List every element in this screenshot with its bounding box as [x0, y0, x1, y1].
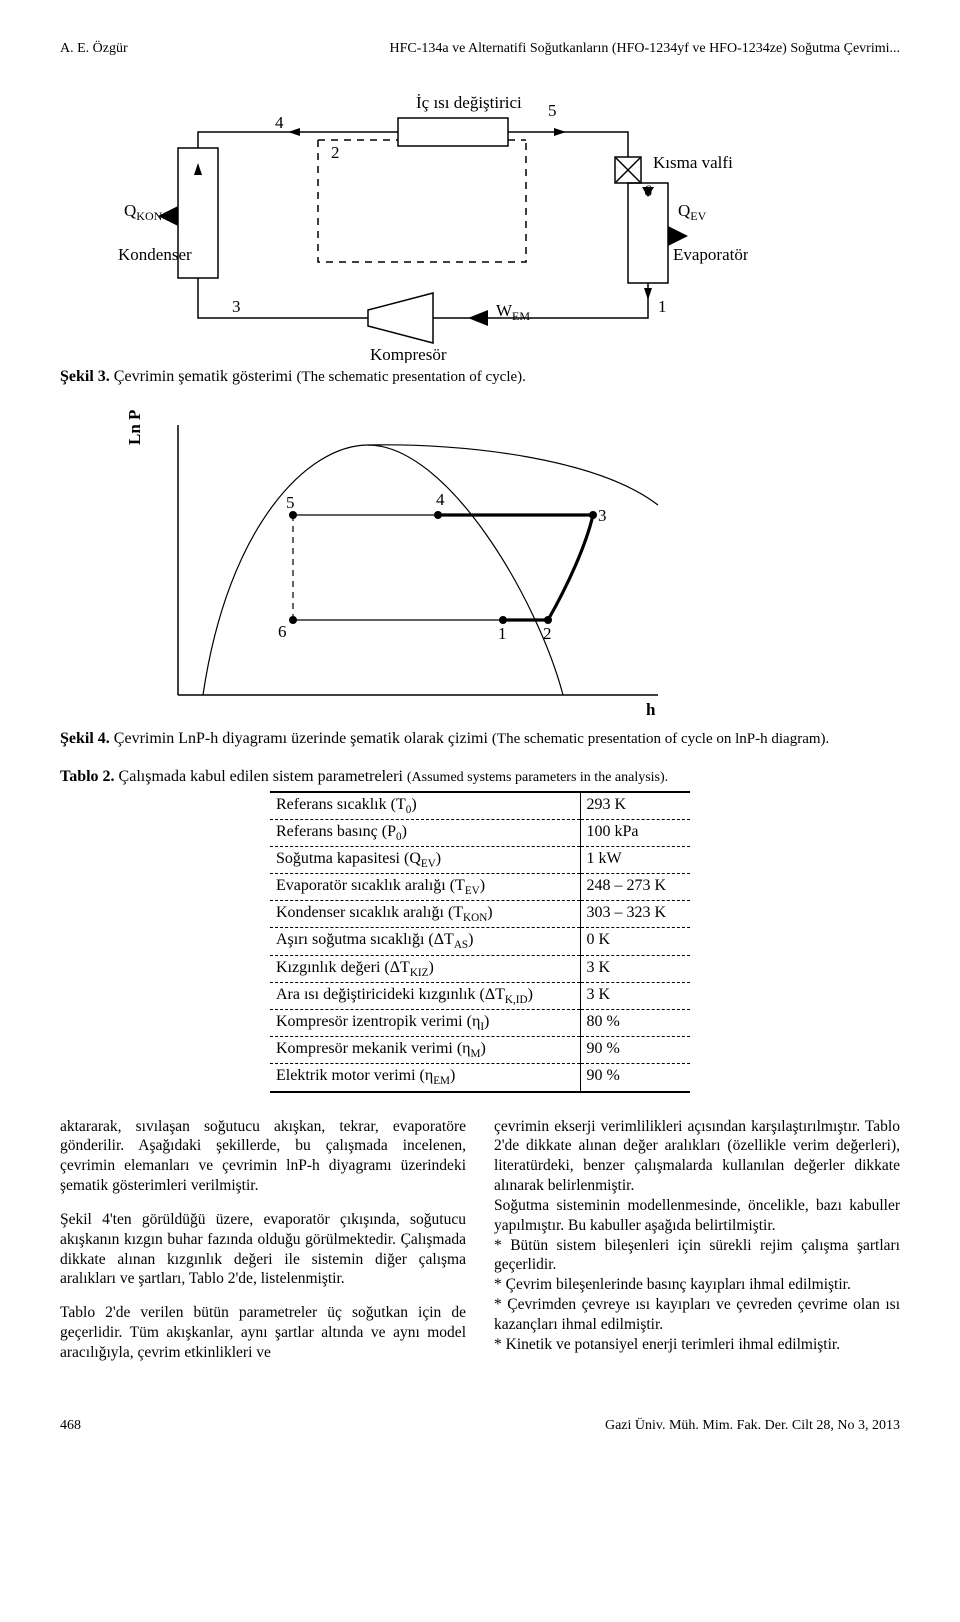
fig3-cap-paren: (The schematic presentation of cycle).	[296, 369, 525, 385]
lbl-qev: QEV	[678, 201, 707, 223]
lbl-n1: 1	[658, 297, 667, 316]
param-cell: Referans basınç (P0)	[270, 819, 580, 846]
body-col-left: aktararak, sıvılaşan soğutucu akışkan, t…	[60, 1117, 466, 1377]
param-cell: Aşırı soğutma sıcaklığı (ΔTAS)	[270, 928, 580, 955]
figure3-caption: Şekil 3. Çevrimin şematik gösterimi (The…	[60, 367, 900, 387]
param-cell: Kondenser sıcaklık aralığı (TKON)	[270, 901, 580, 928]
lbl-n5: 5	[548, 101, 557, 120]
schematic-svg: İç ısı değiştirici 5 Kısma valfi 6 QEV E…	[118, 88, 748, 363]
value-cell: 3 K	[580, 982, 690, 1009]
table-row: Referans sıcaklık (T0)293 K	[270, 792, 690, 820]
lnph-svg: Ln P h 4 5 3 6 1 2	[118, 405, 678, 725]
value-cell: 1 kW	[580, 846, 690, 873]
value-cell: 80 %	[580, 1010, 690, 1037]
fig4-cap-text: Çevrimin LnP-h diyagramı üzerinde şemati…	[110, 730, 492, 747]
lbl-n4: 4	[275, 113, 284, 132]
table-row: Kızgınlık değeri (ΔTKIZ)3 K	[270, 955, 690, 982]
value-cell: 3 K	[580, 955, 690, 982]
fig4-cap-paren: (The schematic presentation of cycle on …	[492, 731, 829, 747]
table-row: Ara ısı değiştiricideki kızgınlık (ΔTK,I…	[270, 982, 690, 1009]
fig3-cap-text: Çevrimin şematik gösterimi	[110, 368, 297, 385]
param-cell: Soğutma kapasitesi (QEV)	[270, 846, 580, 873]
param-cell: Evaporatör sıcaklık aralığı (TEV)	[270, 874, 580, 901]
lnph-n3: 3	[598, 506, 607, 525]
body-col-right: çevrimin ekserji verimlilikleri açısında…	[494, 1117, 900, 1377]
figure-3-schematic: İç ısı değiştirici 5 Kısma valfi 6 QEV E…	[118, 88, 900, 363]
table-row: Kompresör izentropik verimi (ηI)80 %	[270, 1010, 690, 1037]
lbl-qkon: QKON	[124, 201, 163, 223]
fig4-cap-bold: Şekil 4.	[60, 730, 110, 747]
lnph-n2: 2	[543, 624, 552, 643]
body-paragraph: Tablo 2'de verilen bütün parametreler üç…	[60, 1303, 466, 1362]
param-cell: Kompresör mekanik verimi (ηM)	[270, 1037, 580, 1064]
lbl-throttle: Kısma valfi	[653, 153, 733, 172]
lbl-evap: Evaporatör	[673, 245, 748, 264]
running-header: A. E. Özgür HFC-134a ve Alternatifi Soğu…	[60, 40, 900, 58]
table-row: Kondenser sıcaklık aralığı (TKON)303 – 3…	[270, 901, 690, 928]
tab2-cap-text: Çalışmada kabul edilen sistem parametrel…	[115, 768, 407, 785]
value-cell: 100 kPa	[580, 819, 690, 846]
value-cell: 90 %	[580, 1064, 690, 1092]
lnph-ylabel: Ln P	[125, 409, 144, 444]
tab2-cap-bold: Tablo 2.	[60, 768, 115, 785]
page-number: 468	[60, 1417, 81, 1435]
param-cell: Kızgınlık değeri (ΔTKIZ)	[270, 955, 580, 982]
lbl-n2: 2	[331, 143, 340, 162]
lbl-n3: 3	[232, 297, 241, 316]
parameter-table: Referans sıcaklık (T0)293 KReferans bası…	[270, 791, 690, 1093]
value-cell: 293 K	[580, 792, 690, 820]
param-cell: Referans sıcaklık (T0)	[270, 792, 580, 820]
table-row: Evaporatör sıcaklık aralığı (TEV)248 – 2…	[270, 874, 690, 901]
table-row: Aşırı soğutma sıcaklığı (ΔTAS)0 K	[270, 928, 690, 955]
value-cell: 90 %	[580, 1037, 690, 1064]
fig3-cap-bold: Şekil 3.	[60, 368, 110, 385]
table-row: Kompresör mekanik verimi (ηM)90 %	[270, 1037, 690, 1064]
tab2-cap-paren: (Assumed systems parameters in the analy…	[407, 770, 668, 785]
table-row: Referans basınç (P0)100 kPa	[270, 819, 690, 846]
table-row: Soğutma kapasitesi (QEV)1 kW	[270, 846, 690, 873]
footer: 468 Gazi Üniv. Müh. Mim. Fak. Der. Cilt …	[60, 1417, 900, 1435]
value-cell: 303 – 323 K	[580, 901, 690, 928]
figure4-caption: Şekil 4. Çevrimin LnP-h diyagramı üzerin…	[60, 729, 900, 749]
header-author: A. E. Özgür	[60, 40, 128, 58]
body-paragraph: Şekil 4'ten görüldüğü üzere, evaporatör …	[60, 1210, 466, 1289]
header-title: HFC-134a ve Alternatifi Soğutkanların (H…	[389, 40, 900, 58]
param-cell: Kompresör izentropik verimi (ηI)	[270, 1010, 580, 1037]
table2-caption: Tablo 2. Çalışmada kabul edilen sistem p…	[60, 767, 900, 787]
body-paragraph: aktararak, sıvılaşan soğutucu akışkan, t…	[60, 1117, 466, 1196]
journal-info: Gazi Üniv. Müh. Mim. Fak. Der. Cilt 28, …	[605, 1417, 900, 1435]
param-cell: Ara ısı değiştiricideki kızgınlık (ΔTK,I…	[270, 982, 580, 1009]
lnph-n6: 6	[278, 622, 287, 641]
body-paragraph: çevrimin ekserji verimlilikleri açısında…	[494, 1117, 900, 1355]
value-cell: 0 K	[580, 928, 690, 955]
lbl-comp: Kompresör	[370, 345, 447, 363]
lbl-kon: Kondenser	[118, 245, 192, 264]
lnph-n1: 1	[498, 624, 507, 643]
lnph-xlabel: h	[646, 700, 656, 719]
body-columns: aktararak, sıvılaşan soğutucu akışkan, t…	[60, 1117, 900, 1377]
figure-4-diagram: Ln P h 4 5 3 6 1 2	[118, 405, 900, 725]
lbl-n6: 6	[644, 183, 652, 200]
lnph-n4: 4	[436, 490, 445, 509]
param-cell: Elektrik motor verimi (ηEM)	[270, 1064, 580, 1092]
lbl-wem: WEM	[496, 301, 530, 323]
lnph-n5: 5	[286, 493, 295, 512]
lbl-hx: İç ısı değiştirici	[416, 93, 522, 112]
table-row: Elektrik motor verimi (ηEM)90 %	[270, 1064, 690, 1092]
value-cell: 248 – 273 K	[580, 874, 690, 901]
